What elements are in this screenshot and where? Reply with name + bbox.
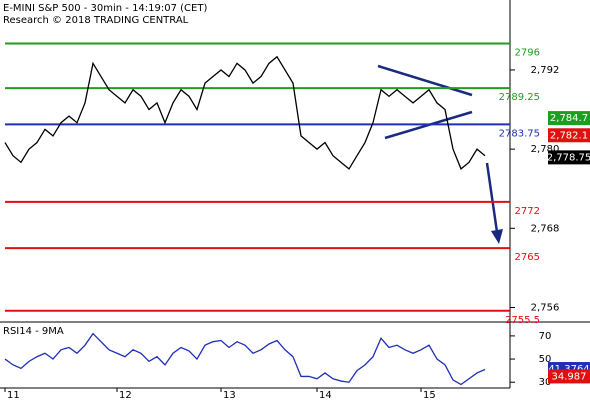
- y-tick-label: 2,768: [531, 223, 560, 234]
- level-label: 2765: [515, 252, 540, 263]
- level-label: 2783.75: [499, 128, 540, 139]
- price-tag: [548, 369, 590, 384]
- y-tick-label: 2,780: [531, 144, 560, 155]
- rsi-title: RSI14 - 9MA: [3, 326, 64, 337]
- arrow-shaft: [485, 162, 499, 233]
- level-label: 2789.25: [499, 92, 540, 103]
- y-tick-label: 70: [539, 331, 552, 342]
- series-line: [4, 332, 486, 386]
- price-tag-label: 2,784.7: [550, 113, 588, 124]
- y-tick-label: 2,756: [531, 302, 560, 313]
- level-label: 2755.5: [505, 315, 540, 326]
- forecast-arrow: [485, 162, 503, 244]
- series-line: [4, 55, 486, 170]
- price-tag: [548, 128, 590, 143]
- level-label: 2772: [515, 206, 540, 217]
- triangle-upper: [377, 64, 473, 97]
- chart-subtitle: Research © 2018 TRADING CENTRAL: [3, 15, 189, 26]
- y-tick-label: 50: [539, 354, 552, 365]
- x-tick-label: 14: [319, 390, 332, 400]
- x-tick-label: 13: [223, 390, 236, 400]
- x-tick-label: 15: [423, 390, 436, 400]
- x-tick-label: 11: [7, 390, 20, 400]
- arrow-head: [491, 229, 503, 244]
- level-label: 2796: [515, 48, 540, 59]
- price-tag-label: 2,778.75: [547, 152, 590, 163]
- price-tag: [548, 150, 590, 165]
- y-tick-label: 30: [539, 377, 552, 388]
- price-tag-label: 34.987: [552, 371, 587, 382]
- x-tick-label: 12: [119, 390, 132, 400]
- chart-title: E-MINI S&P 500 - 30min - 14:19:07 (CET): [3, 3, 207, 14]
- y-tick-label: 2,792: [531, 65, 560, 76]
- price-tag-label: 2,782.1: [550, 130, 588, 141]
- price-tag: [548, 111, 590, 126]
